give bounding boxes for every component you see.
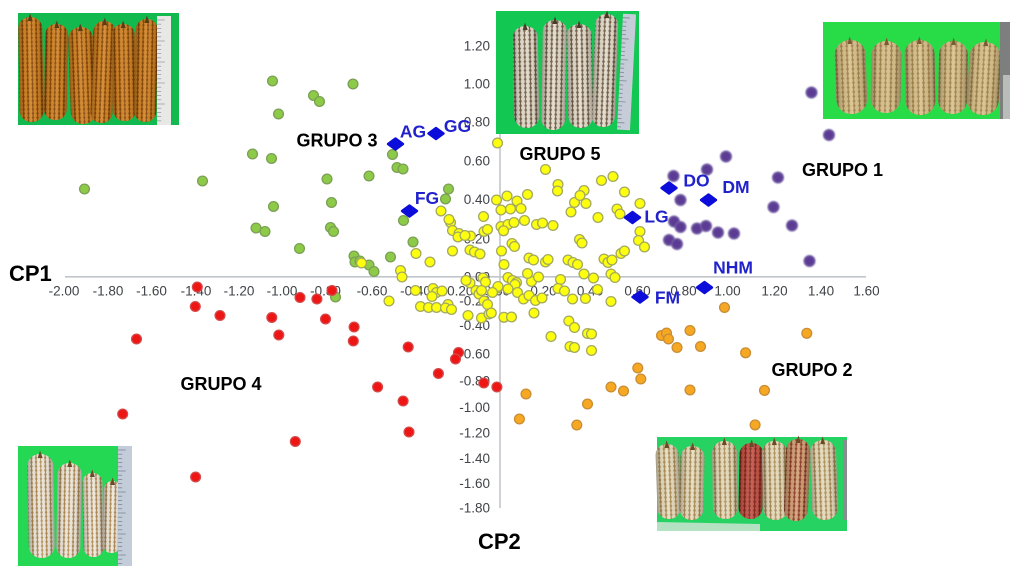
svg-text:0.20: 0.20 [530, 284, 556, 299]
svg-text:-1.00: -1.00 [267, 284, 298, 299]
svg-text:LG: LG [644, 207, 668, 227]
svg-text:1.20: 1.20 [761, 284, 787, 299]
svg-text:-0.20: -0.20 [443, 284, 474, 299]
svg-text:-0.60: -0.60 [459, 347, 490, 362]
svg-text:GRUPO 3: GRUPO 3 [296, 131, 377, 151]
svg-text:-1.60: -1.60 [136, 284, 167, 299]
svg-text:-2.00: -2.00 [49, 284, 80, 299]
svg-text:GRUPO 4: GRUPO 4 [180, 374, 261, 394]
svg-text:-1.20: -1.20 [224, 284, 255, 299]
svg-text:0.60: 0.60 [464, 154, 490, 169]
svg-text:-1.20: -1.20 [459, 426, 490, 441]
svg-text:GG: GG [444, 116, 471, 136]
svg-text:1.00: 1.00 [714, 284, 740, 299]
svg-text:1.40: 1.40 [808, 284, 834, 299]
svg-text:GRUPO 1: GRUPO 1 [802, 160, 883, 180]
svg-text:-1.60: -1.60 [459, 476, 490, 491]
svg-text:0.80: 0.80 [464, 115, 490, 130]
svg-text:-1.80: -1.80 [93, 284, 124, 299]
svg-text:AG: AG [400, 122, 426, 142]
svg-text:CP2: CP2 [478, 529, 521, 554]
svg-text:CP1: CP1 [9, 261, 52, 286]
svg-text:1.60: 1.60 [853, 284, 879, 299]
svg-text:FG: FG [415, 188, 439, 208]
svg-text:GRUPO 2: GRUPO 2 [771, 360, 852, 380]
svg-text:0.40: 0.40 [464, 192, 490, 207]
svg-text:GRUPO 5: GRUPO 5 [519, 144, 600, 164]
svg-text:-1.40: -1.40 [459, 451, 490, 466]
svg-text:FM: FM [655, 288, 680, 308]
svg-text:1.20: 1.20 [464, 38, 490, 53]
svg-text:NHM: NHM [713, 258, 753, 278]
svg-text:-1.80: -1.80 [459, 501, 490, 516]
svg-text:0.80: 0.80 [670, 284, 696, 299]
svg-text:-1.00: -1.00 [459, 400, 490, 415]
svg-text:DM: DM [722, 177, 749, 197]
svg-text:DO: DO [683, 171, 709, 191]
svg-text:1.00: 1.00 [464, 77, 490, 92]
svg-text:-0.60: -0.60 [357, 284, 388, 299]
